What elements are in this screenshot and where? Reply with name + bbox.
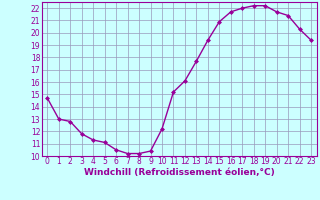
X-axis label: Windchill (Refroidissement éolien,°C): Windchill (Refroidissement éolien,°C) — [84, 168, 275, 177]
